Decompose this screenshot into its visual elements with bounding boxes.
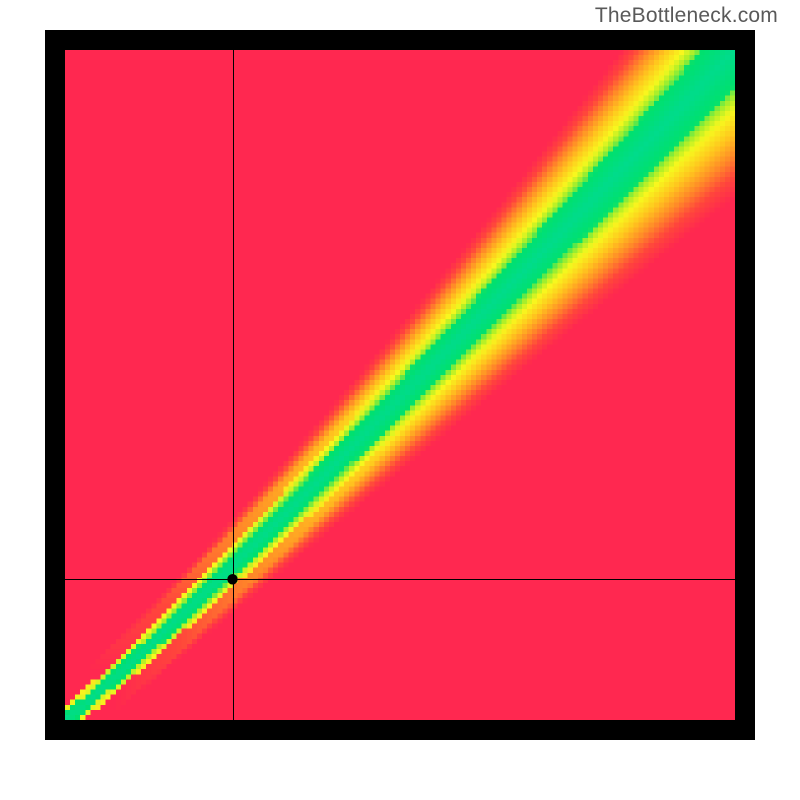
chart-frame: [45, 30, 755, 740]
crosshair-overlay: [65, 50, 735, 720]
watermark-text: TheBottleneck.com: [595, 4, 778, 28]
